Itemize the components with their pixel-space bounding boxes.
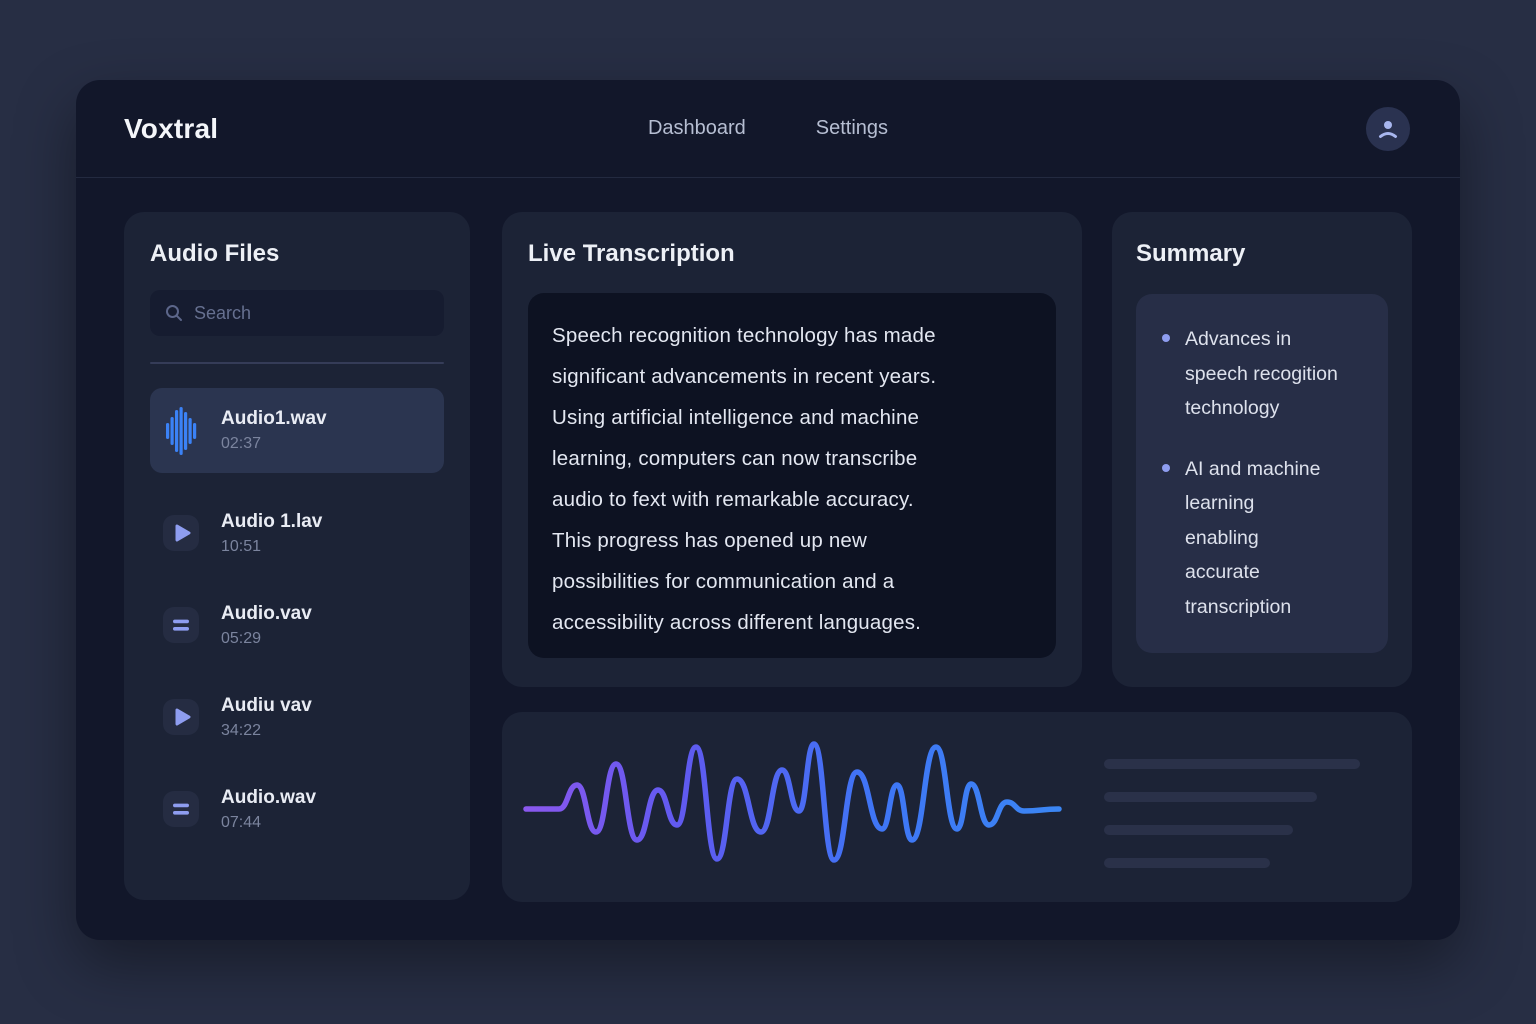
file-meta: Audio.vav 05:29	[221, 603, 312, 648]
file-meta: Audiu vav 34:22	[221, 695, 312, 740]
live-transcription-title: Live Transcription	[528, 240, 735, 267]
main-nav: Dashboard Settings	[648, 117, 888, 140]
file-duration: 02:37	[221, 435, 262, 452]
text-placeholder-bar	[1104, 792, 1317, 802]
summary-box: Advances in speech recogition technology…	[1136, 294, 1388, 653]
app-window: Voxtral Dashboard Settings Audio Files	[76, 80, 1460, 940]
file-row[interactable]: Audiu vav 34:22	[150, 685, 444, 749]
search-input[interactable]	[194, 302, 430, 324]
file-duration: 10:51	[221, 537, 262, 555]
file-row[interactable]: Audio.vav 05:29	[150, 593, 444, 657]
file-name: Audio 1.lav	[221, 510, 323, 532]
summary-bullet-list: Advances in speech recogition technology…	[1156, 322, 1368, 624]
summary-bullet: AI and machine learning enabling accurat…	[1156, 452, 1368, 625]
file-row[interactable]: Audio 1.lav 10:51	[150, 501, 444, 565]
text-placeholder-bar	[1104, 858, 1270, 868]
file-meta: Audio1.wav 02:37	[221, 408, 327, 453]
file-meta: Audio.wav 07:44	[221, 787, 316, 832]
text-placeholder-bar	[1104, 759, 1360, 769]
summary-title: Summary	[1136, 240, 1246, 267]
waveform-panel	[502, 712, 1412, 902]
file-name: Audiu vav	[221, 694, 312, 716]
summary-panel: Summary Advances in speech recogition te…	[1112, 212, 1412, 687]
file-meta: Audio 1.lav 10:51	[221, 511, 322, 556]
sidebar-divider	[150, 362, 444, 364]
top-navbar: Voxtral Dashboard Settings	[76, 80, 1460, 178]
nav-item-settings[interactable]: Settings	[815, 117, 889, 139]
search-box[interactable]	[150, 290, 444, 336]
audio-file-list: Audio1.wav 02:37 Audio 1.lav 10:51 Audio…	[150, 388, 444, 841]
audio-files-panel: Audio Files Audio1.wav 02:37 Audio 1.lav…	[124, 212, 470, 900]
audio-waveform-visualization	[523, 741, 1062, 863]
play-icon	[163, 699, 199, 735]
file-name: Audio.wav	[221, 786, 317, 808]
bullet-dot-icon	[1162, 334, 1170, 342]
user-avatar-button[interactable]	[1366, 107, 1410, 151]
lines-icon	[163, 607, 199, 643]
play-icon	[163, 515, 199, 551]
transcript-text: Speech recognition technology has made s…	[552, 324, 937, 634]
file-name: Audio1.wav	[221, 408, 327, 429]
bullet-dot-icon	[1162, 463, 1170, 472]
audio-files-title: Audio Files	[150, 240, 280, 267]
lines-icon	[163, 791, 199, 827]
waveform-icon	[165, 406, 196, 455]
nav-item-dashboard[interactable]: Dashboard	[647, 117, 746, 139]
user-icon	[1379, 121, 1397, 138]
file-row[interactable]: Audio.wav 07:44	[150, 777, 444, 841]
file-duration: 07:44	[221, 813, 262, 831]
bullet-text: Advances in speech recogition technology	[1185, 328, 1338, 419]
bullet-text: AI and machine learning enabling accurat…	[1185, 457, 1321, 618]
search-icon	[166, 305, 182, 321]
live-transcription-panel: Live Transcription Speech recognition te…	[502, 212, 1082, 687]
file-name: Audio.vav	[221, 602, 312, 624]
summary-bullet: Advances in speech recogition technology	[1156, 322, 1368, 426]
transcript-box: Speech recognition technology has made s…	[528, 293, 1056, 658]
text-placeholder-bar	[1104, 825, 1293, 835]
app-logo: Voxtral	[124, 112, 219, 144]
file-duration: 34:22	[221, 721, 262, 739]
file-row[interactable]: Audio1.wav 02:37	[150, 388, 444, 473]
file-duration: 05:29	[221, 629, 262, 647]
